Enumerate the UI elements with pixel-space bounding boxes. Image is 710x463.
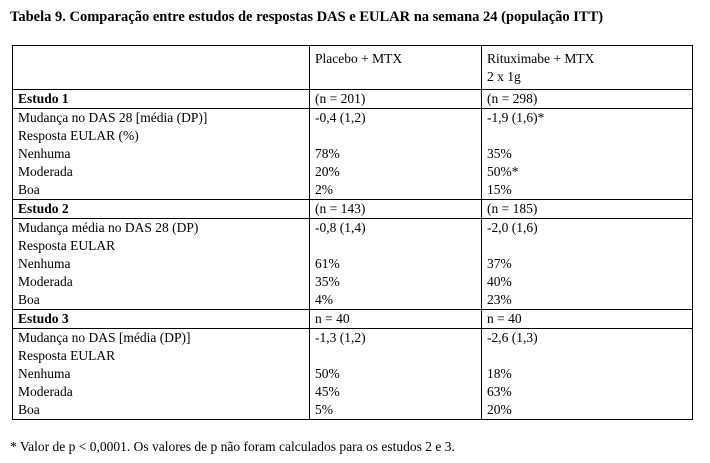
- table-row: Mudança no DAS 28 [média (DP)] -0,4 (1,2…: [12, 108, 693, 127]
- table-row: Moderada 45% 63%: [12, 383, 693, 401]
- table-row: Boa 4% 23%: [12, 291, 693, 310]
- n-placebo: (n = 201): [309, 89, 482, 109]
- rituximab-value: -1,9 (1,6)*: [481, 108, 693, 127]
- row-label: Nenhuma: [12, 255, 310, 273]
- header-row: Placebo + MTX Rituximabe + MTX 2 x 1g: [12, 45, 693, 90]
- row-label: Mudança no DAS 28 [média (DP)]: [12, 108, 310, 127]
- rituximab-value: 20%: [481, 401, 693, 420]
- rituximab-value: 23%: [481, 291, 693, 310]
- rituximab-value: 63%: [481, 383, 693, 401]
- row-label: Moderada: [12, 163, 310, 181]
- study-row: Estudo 3 n = 40 n = 40: [12, 309, 693, 329]
- row-label: Boa: [12, 181, 310, 200]
- table-row: Moderada 35% 40%: [12, 273, 693, 291]
- table-row: Resposta EULAR (%): [12, 127, 693, 145]
- row-label: Boa: [12, 401, 310, 420]
- header-rituximab-line1: Rituximabe + MTX: [487, 51, 595, 66]
- row-label: Resposta EULAR: [12, 237, 310, 255]
- n-placebo: n = 40: [309, 309, 482, 329]
- placebo-value: 45%: [309, 383, 482, 401]
- table-row: Nenhuma 61% 37%: [12, 255, 693, 273]
- row-label: Moderada: [12, 273, 310, 291]
- n-rituximab: (n = 298): [481, 89, 693, 109]
- placebo-value: [309, 127, 482, 145]
- table-row: Resposta EULAR: [12, 347, 693, 365]
- rituximab-value: 35%: [481, 145, 693, 163]
- placebo-value: -0,4 (1,2): [309, 108, 482, 127]
- table-row: Boa 5% 20%: [12, 401, 693, 420]
- placebo-value: 20%: [309, 163, 482, 181]
- rituximab-value: [481, 127, 693, 145]
- rituximab-value: [481, 237, 693, 255]
- placebo-value: 35%: [309, 273, 482, 291]
- rituximab-value: 15%: [481, 181, 693, 200]
- n-placebo: (n = 143): [309, 199, 482, 219]
- placebo-value: -1,3 (1,2): [309, 328, 482, 347]
- table-row: Nenhuma 50% 18%: [12, 365, 693, 383]
- placebo-value: 78%: [309, 145, 482, 163]
- rituximab-value: 50%*: [481, 163, 693, 181]
- row-label: Mudança no DAS [média (DP)]: [12, 328, 310, 347]
- placebo-value: 61%: [309, 255, 482, 273]
- placebo-value: [309, 237, 482, 255]
- rituximab-value: -2,0 (1,6): [481, 218, 693, 237]
- study-row: Estudo 2 (n = 143) (n = 185): [12, 199, 693, 219]
- row-label: Nenhuma: [12, 365, 310, 383]
- rituximab-value: 37%: [481, 255, 693, 273]
- table-row: Resposta EULAR: [12, 237, 693, 255]
- row-label: Moderada: [12, 383, 310, 401]
- row-label: Resposta EULAR (%): [12, 127, 310, 145]
- row-label: Nenhuma: [12, 145, 310, 163]
- study-name: Estudo 1: [12, 89, 310, 109]
- row-label: Boa: [12, 291, 310, 310]
- table-row: Mudança no DAS [média (DP)] -1,3 (1,2) -…: [12, 328, 693, 347]
- row-label: Resposta EULAR: [12, 347, 310, 365]
- header-rituximab-line2: 2 x 1g: [487, 69, 521, 84]
- footnote: * Valor de p < 0,0001. Os valores de p n…: [10, 439, 455, 454]
- rituximab-value: 40%: [481, 273, 693, 291]
- table-row: Boa 2% 15%: [12, 181, 693, 200]
- placebo-value: -0,8 (1,4): [309, 218, 482, 237]
- placebo-value: 2%: [309, 181, 482, 200]
- placebo-value: 4%: [309, 291, 482, 310]
- study-row: Estudo 1 (n = 201) (n = 298): [12, 89, 693, 109]
- table-row: Mudança média no DAS 28 (DP) -0,8 (1,4) …: [12, 218, 693, 237]
- table-row: Moderada 20% 50%*: [12, 163, 693, 181]
- header-placebo: Placebo + MTX: [309, 45, 482, 90]
- placebo-value: [309, 347, 482, 365]
- row-label: Mudança média no DAS 28 (DP): [12, 218, 310, 237]
- study-name: Estudo 2: [12, 199, 310, 219]
- n-rituximab: (n = 185): [481, 199, 693, 219]
- table-row: Nenhuma 78% 35%: [12, 145, 693, 163]
- placebo-value: 50%: [309, 365, 482, 383]
- header-rituximab: Rituximabe + MTX 2 x 1g: [481, 45, 693, 90]
- rituximab-value: 18%: [481, 365, 693, 383]
- rituximab-value: -2,6 (1,3): [481, 328, 693, 347]
- header-empty-cell: [12, 45, 310, 90]
- rituximab-value: [481, 347, 693, 365]
- study-name: Estudo 3: [12, 309, 310, 329]
- n-rituximab: n = 40: [481, 309, 693, 329]
- placebo-value: 5%: [309, 401, 482, 420]
- table-title: Tabela 9. Comparação entre estudos de re…: [10, 9, 604, 25]
- comparison-table: Placebo + MTX Rituximabe + MTX 2 x 1g Est…: [12, 45, 693, 420]
